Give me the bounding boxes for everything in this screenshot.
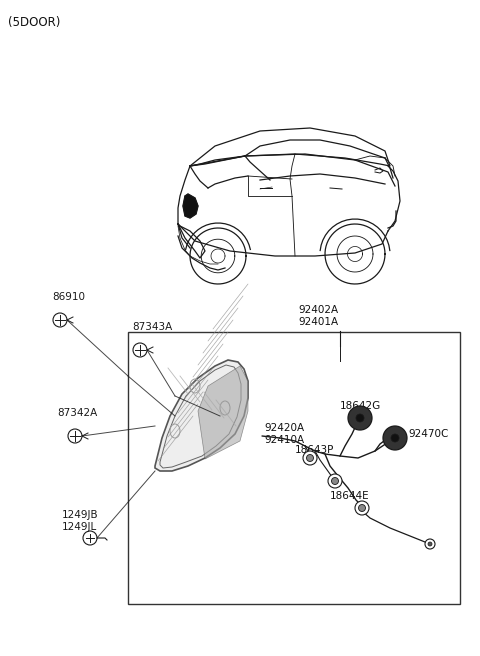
- Circle shape: [53, 313, 67, 327]
- Circle shape: [383, 426, 407, 450]
- Circle shape: [328, 474, 342, 488]
- Circle shape: [428, 542, 432, 546]
- Text: 92401A: 92401A: [298, 317, 338, 327]
- Circle shape: [359, 504, 365, 512]
- Circle shape: [355, 501, 369, 515]
- Circle shape: [68, 429, 82, 443]
- Text: 92470C: 92470C: [408, 429, 448, 439]
- Circle shape: [332, 478, 338, 485]
- Circle shape: [307, 455, 313, 462]
- Text: 87343A: 87343A: [132, 322, 172, 332]
- Bar: [128, 332, 460, 604]
- Text: 86910: 86910: [52, 292, 85, 302]
- Text: 92402A: 92402A: [298, 305, 338, 315]
- Polygon shape: [198, 366, 248, 459]
- Text: 1249JL: 1249JL: [62, 522, 97, 532]
- Text: 18643P: 18643P: [295, 445, 335, 455]
- Text: 18644E: 18644E: [330, 491, 370, 501]
- Circle shape: [348, 406, 372, 430]
- Circle shape: [133, 343, 147, 357]
- Text: 18642G: 18642G: [340, 401, 381, 411]
- Circle shape: [356, 414, 364, 422]
- Circle shape: [425, 539, 435, 549]
- Text: 1249JB: 1249JB: [62, 510, 98, 520]
- Text: 92410A: 92410A: [264, 435, 304, 445]
- Circle shape: [303, 451, 317, 465]
- Polygon shape: [183, 194, 198, 218]
- Circle shape: [391, 434, 399, 442]
- Circle shape: [83, 531, 97, 545]
- Text: 87342A: 87342A: [57, 408, 97, 418]
- Text: (5DOOR): (5DOOR): [8, 16, 60, 29]
- Polygon shape: [155, 360, 248, 471]
- Text: 92420A: 92420A: [264, 423, 304, 433]
